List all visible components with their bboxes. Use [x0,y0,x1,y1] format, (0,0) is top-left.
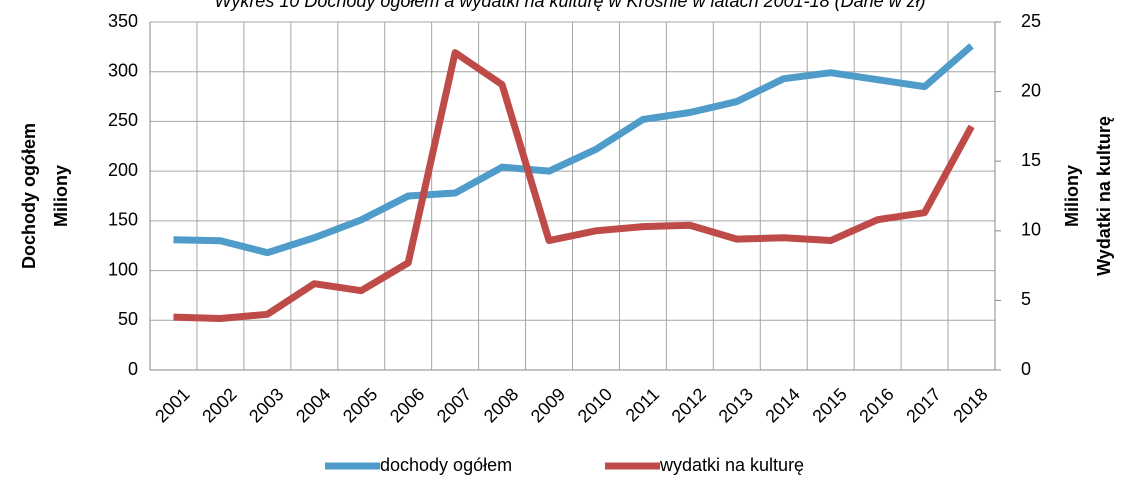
series-line [173,49,975,322]
x-tick-label: 2017 [902,384,944,426]
y-axis-unit: Miliony [51,165,71,227]
y2-tick-label: 25 [1021,11,1041,31]
x-tick-label: 2006 [386,384,428,426]
x-tick-label: 2011 [622,384,664,426]
series-line [173,43,974,257]
y-tick-label: 250 [108,110,138,130]
x-tick-label: 2003 [245,384,287,426]
x-tick-label: 2005 [339,384,381,426]
x-tick-label: 2015 [808,384,850,426]
x-tick-label: 2008 [480,384,522,426]
y-tick-label: 150 [108,210,138,230]
y2-axis-unit: Miliony [1062,165,1082,227]
y-tick-label: 350 [108,11,138,31]
y-tick-label: 100 [108,259,138,279]
x-tick-label: 2013 [715,384,757,426]
y-axis-title: Dochody ogółem [19,123,39,269]
chart-title: Wykres 10 Dochody ogółem a wydatki na ku… [214,0,925,11]
y2-tick-label: 15 [1021,150,1041,170]
x-tick-label: 2018 [949,384,991,426]
y2-tick-label: 20 [1021,80,1041,100]
x-tick-label: 2001 [151,384,193,426]
y-tick-label: 50 [118,309,138,329]
y2-tick-label: 5 [1021,289,1031,309]
x-tick-label: 2014 [761,384,803,426]
y-tick-label: 0 [128,359,138,379]
x-tick-label: 2016 [855,384,897,426]
x-tick-label: 2002 [198,384,240,426]
y2-tick-label: 10 [1021,220,1041,240]
x-tick-label: 2009 [527,384,569,426]
y2-tick-label: 0 [1021,359,1031,379]
legend-label: dochody ogółem [380,455,512,475]
y-tick-label: 200 [108,160,138,180]
x-tick-label: 2004 [292,384,334,426]
legend-label: wydatki na kulturę [659,455,804,475]
y2-axis-title: Wydatki na kulturę [1094,116,1114,276]
x-tick-label: 2007 [433,384,475,426]
x-tick-label: 2012 [668,384,710,426]
x-tick-label: 2010 [574,384,616,426]
y-tick-label: 300 [108,60,138,80]
